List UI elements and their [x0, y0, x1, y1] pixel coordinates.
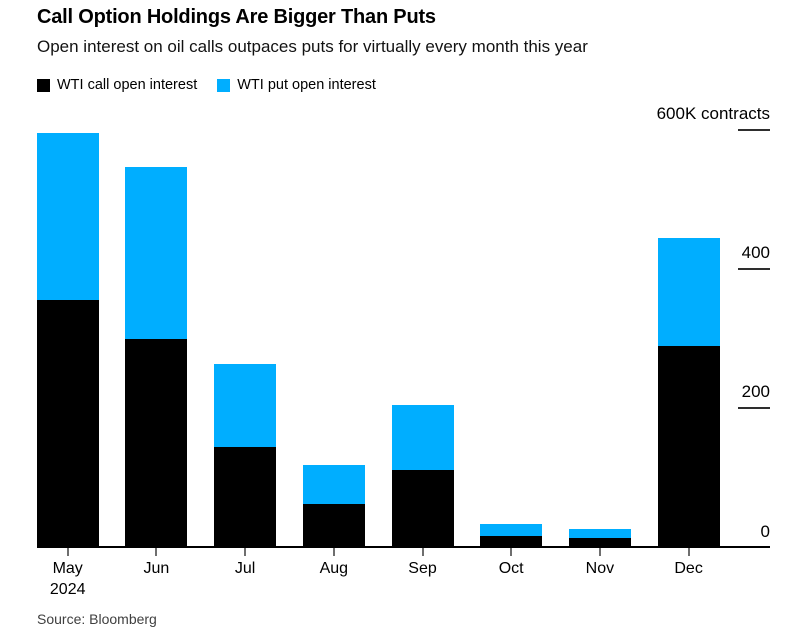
x-axis-label-aug: Aug — [294, 558, 374, 579]
bar-jul-call-segment — [214, 446, 277, 548]
bar-may-put-segment — [36, 133, 99, 301]
x-axis-label-jul: Jul — [205, 558, 285, 579]
x-axis-tick-nov — [598, 547, 601, 556]
y-axis-tick-400 — [738, 267, 770, 270]
x-axis-label-may: May 2024 — [28, 558, 108, 600]
chart-subtitle: Open interest on oil calls outpaces puts… — [37, 37, 588, 56]
legend: WTI call open interest WTI put open inte… — [37, 77, 376, 93]
x-axis-month-may: May — [52, 560, 83, 577]
bar-nov-call-segment — [568, 538, 631, 548]
x-axis-label-dec: Dec — [649, 558, 729, 579]
legend-item-calls: WTI call open interest — [37, 77, 197, 93]
x-axis-label-jun: Jun — [116, 558, 196, 579]
bar-jun-call-segment — [125, 338, 188, 548]
y-axis-tick-200 — [738, 406, 770, 409]
legend-call-label: WTI call open interest — [57, 77, 198, 93]
x-axis-month-aug: Aug — [319, 560, 349, 577]
bar-oct-call-segment — [480, 535, 543, 548]
bar-sep-call-segment — [391, 470, 454, 548]
x-axis-month-jul: Jul — [234, 560, 256, 577]
bar-jun-put-segment — [125, 166, 188, 339]
x-axis-label-oct: Oct — [471, 558, 551, 579]
bar-dec-call-segment — [657, 345, 720, 548]
x-axis-month-jun: Jun — [143, 560, 170, 577]
bar-dec-put-segment — [657, 237, 720, 346]
x-axis-month-sep: Sep — [408, 560, 437, 577]
x-axis-label-nov: Nov — [560, 558, 640, 579]
x-axis-label-sep: Sep — [383, 558, 463, 579]
x-axis-tick-dec — [687, 547, 690, 556]
put-series-swatch-icon — [217, 78, 231, 92]
x-axis-month-dec: Dec — [674, 560, 703, 577]
y-axis-tick-600 — [738, 128, 770, 131]
y-axis-tick-label-600: 600K contracts — [656, 104, 770, 123]
x-axis-tick-oct — [510, 547, 513, 556]
bar-jul-put-segment — [214, 364, 277, 447]
chart-title: Call Option Holdings Are Bigger Than Put… — [37, 6, 436, 28]
legend-put-label: WTI put open interest — [237, 77, 376, 93]
x-axis-month-oct: Oct — [498, 560, 524, 577]
x-axis-year-label: 2024 — [49, 581, 86, 598]
bar-aug-call-segment — [302, 504, 365, 548]
x-axis-tick-jun — [155, 547, 158, 556]
y-axis-tick-label-200: 200 — [741, 382, 770, 402]
x-axis-tick-sep — [421, 547, 424, 556]
bar-may-call-segment — [36, 300, 99, 548]
x-axis-month-nov: Nov — [585, 560, 615, 577]
y-axis-tick-label-0: 0 — [760, 521, 770, 541]
legend-item-puts: WTI put open interest — [217, 77, 376, 93]
bar-aug-put-segment — [302, 464, 365, 505]
y-axis-tick-label-400: 400 — [741, 243, 770, 263]
call-series-swatch-icon — [37, 78, 50, 92]
bar-sep-put-segment — [391, 404, 454, 471]
x-axis-tick-jul — [244, 547, 247, 556]
bar-nov-put-segment — [568, 529, 631, 539]
source-note: Source: Bloomberg — [37, 611, 157, 627]
bar-oct-put-segment — [480, 523, 543, 536]
x-axis-tick-aug — [332, 547, 335, 556]
x-axis-tick-may — [66, 547, 69, 556]
